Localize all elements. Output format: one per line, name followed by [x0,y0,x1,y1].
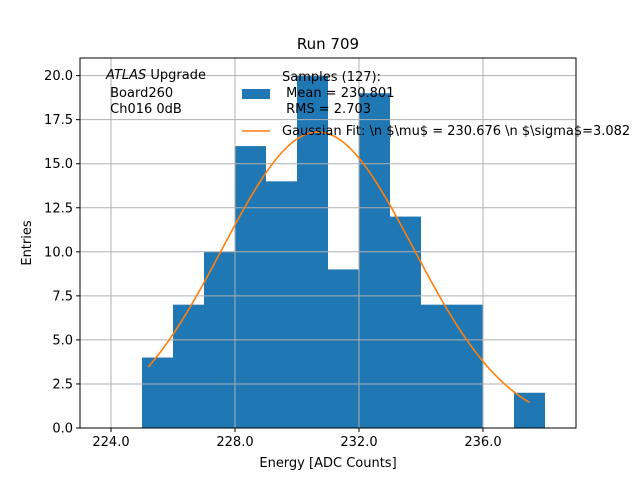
y-tick-label: 10.0 [44,245,73,260]
histogram-bar [328,269,359,428]
annotation-line-3: Ch016 0dB [106,102,182,117]
y-tick-label: 0.0 [52,422,73,437]
histogram-bar [359,93,390,428]
histogram-bar [142,357,173,428]
y-axis-ticks: 0.0 2.5 5.0 7.5 10.0 12.5 15.0 17.5 20.0 [44,69,80,437]
x-tick-label: 224.0 [92,435,129,450]
annotation-line-2: Board260 [106,86,173,101]
x-axis-ticks: 224.0 228.0 232.0 236.0 [92,428,502,450]
x-tick-label: 236.0 [464,435,501,450]
plot-frame [79,57,577,429]
legend-hist-line-3: RMS = 2.703 [282,102,371,117]
y-tick-label: 15.0 [44,157,73,172]
x-tick-label: 228.0 [216,435,253,450]
legend-hist-line-1: Samples (127): [282,70,381,85]
y-axis-label: Entries [20,220,35,266]
histogram-bar [514,392,545,428]
histogram-bar [452,304,483,428]
histogram-bar [421,304,452,428]
legend: Samples (127): Mean = 230.801 RMS = 2.70… [242,70,630,139]
annotation-rest: Upgrade [146,68,206,83]
x-tick-label: 232.0 [340,435,377,450]
legend-fit-label: Gaussian Fit: \n $\mu$ = 230.676 \n $\si… [282,124,630,139]
y-tick-label: 5.0 [52,333,73,348]
histogram-bar [173,304,204,428]
histogram-bar [390,216,421,428]
gaussian-fit-line [147,131,530,404]
y-tick-label: 17.5 [44,113,73,128]
legend-hist-line-2: Mean = 230.801 [282,86,394,101]
legend-hist-swatch [242,89,270,99]
annotation-italic: ATLAS [105,68,146,83]
histogram-bar [266,181,297,428]
y-tick-label: 7.5 [52,289,73,304]
x-axis-label: Energy [ADC Counts] [259,456,396,471]
chart-title: Run 709 [297,35,359,53]
histogram-bar [235,146,266,428]
y-tick-label: 2.5 [52,377,73,392]
annotation-line-1: ATLAS Upgrade [105,68,206,83]
y-tick-label: 12.5 [44,201,73,216]
y-tick-label: 20.0 [44,69,73,84]
atlas-annotation: ATLAS Upgrade Board260 Ch016 0dB [105,68,206,117]
